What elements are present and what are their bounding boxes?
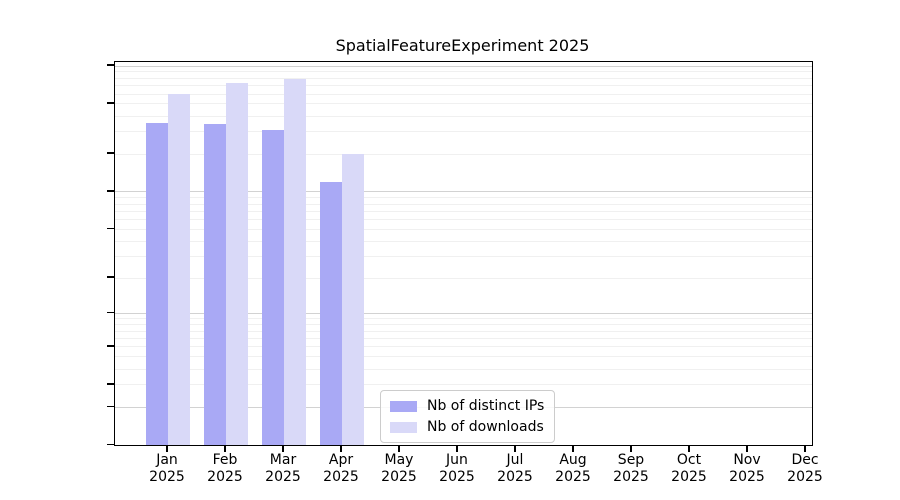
x-tick-label-jul: Jul 2025 xyxy=(497,452,533,485)
gridline xyxy=(115,85,812,87)
bar-apr-distinct-ips xyxy=(320,182,342,445)
x-tick-mark xyxy=(746,445,748,452)
x-tick-mark xyxy=(572,445,574,452)
x-tick-label-mar: Mar 2025 xyxy=(265,452,301,485)
x-tick-label-apr: Apr 2025 xyxy=(323,452,359,485)
legend-label-distinct-ips: Nb of distinct IPs xyxy=(427,398,545,414)
gridline xyxy=(115,115,812,117)
gridline xyxy=(115,368,812,370)
chart-title: SpatialFeatureExperiment 2025 xyxy=(335,36,590,55)
x-tick-label-oct: Oct 2025 xyxy=(671,452,707,485)
x-tick-label-may: May 2025 xyxy=(381,452,417,485)
y-tick-mark xyxy=(107,276,114,278)
y-tick-mark xyxy=(107,227,114,230)
bar-mar-distinct-ips xyxy=(262,130,284,445)
x-tick-mark xyxy=(804,445,806,452)
x-tick-label-aug: Aug 2025 xyxy=(555,452,591,485)
gridline xyxy=(115,153,812,155)
gridline xyxy=(115,324,812,326)
gridline xyxy=(115,210,812,212)
gridline xyxy=(115,346,812,348)
x-tick-mark xyxy=(688,445,690,452)
x-tick-label-jun: Jun 2025 xyxy=(439,452,475,485)
y-tick-mark xyxy=(107,190,114,192)
legend: Nb of distinct IPs Nb of downloads xyxy=(380,390,556,443)
gridline xyxy=(115,191,812,193)
gridline xyxy=(115,277,812,279)
distinct-ips-swatch-icon xyxy=(390,400,417,412)
gridline xyxy=(115,318,812,320)
y-tick-mark xyxy=(107,345,114,347)
gridline xyxy=(115,313,812,315)
downloads-swatch-icon xyxy=(390,421,417,433)
y-tick-mark xyxy=(107,102,114,104)
legend-item-distinct-ips: Nb of distinct IPs xyxy=(390,398,544,414)
gridline xyxy=(115,93,812,95)
bar-jan-downloads xyxy=(168,94,190,445)
legend-label-downloads: Nb of downloads xyxy=(427,419,544,435)
gridline xyxy=(115,71,812,73)
x-tick-label-feb: Feb 2025 xyxy=(207,452,243,485)
x-tick-label-nov: Nov 2025 xyxy=(729,452,765,485)
y-tick-mark xyxy=(107,383,114,385)
y-tick-mark xyxy=(107,152,114,154)
plot-area xyxy=(114,61,813,446)
gridline xyxy=(115,219,812,221)
x-tick-mark xyxy=(630,445,632,452)
x-tick-label-jan: Jan 2025 xyxy=(149,452,185,485)
gridline xyxy=(115,103,812,105)
x-tick-mark xyxy=(456,445,458,452)
bar-apr-downloads xyxy=(342,154,364,445)
gridline xyxy=(115,384,812,386)
bar-jan-distinct-ips xyxy=(146,122,168,445)
gridline xyxy=(115,330,812,332)
gridline xyxy=(115,197,812,199)
x-tick-mark xyxy=(166,445,168,452)
gridline xyxy=(115,240,812,242)
y-tick-mark xyxy=(107,405,114,407)
x-tick-mark xyxy=(340,445,342,452)
bar-feb-distinct-ips xyxy=(204,123,226,445)
gridline xyxy=(115,228,812,230)
gridline xyxy=(115,256,812,258)
x-tick-mark xyxy=(224,445,226,452)
legend-item-downloads: Nb of downloads xyxy=(390,419,544,435)
x-tick-label-sep: Sep 2025 xyxy=(613,452,649,485)
x-tick-mark xyxy=(398,445,400,452)
gridline xyxy=(115,131,812,133)
gridline xyxy=(115,65,812,67)
x-tick-mark xyxy=(282,445,284,452)
gridline xyxy=(115,337,812,339)
gridline xyxy=(115,77,812,79)
bar-feb-downloads xyxy=(226,82,248,445)
bar-mar-downloads xyxy=(284,78,306,445)
y-tick-mark xyxy=(107,64,114,66)
x-tick-mark xyxy=(514,445,516,452)
y-tick-mark xyxy=(107,443,114,445)
gridline xyxy=(115,356,812,358)
y-tick-mark xyxy=(107,311,114,314)
gridline xyxy=(115,203,812,205)
x-tick-label-dec: Dec 2025 xyxy=(787,452,823,485)
